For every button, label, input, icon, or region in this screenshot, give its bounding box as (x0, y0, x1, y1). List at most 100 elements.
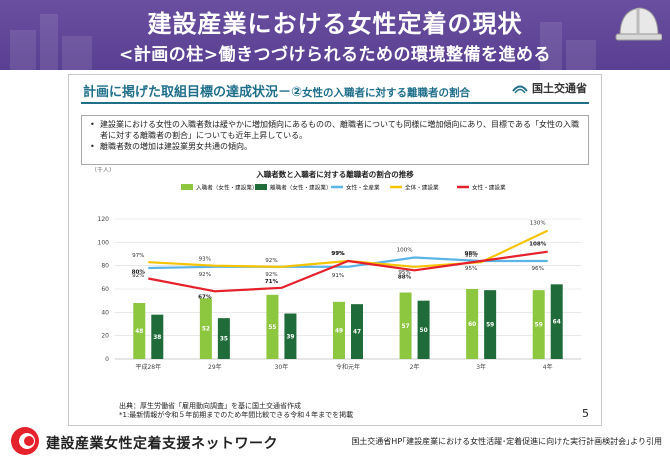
building-silhouette (540, 22, 562, 70)
line-value-label: 80% (132, 270, 146, 276)
y-tick-label: 40 (101, 309, 109, 316)
line-value-label: 71% (265, 279, 279, 285)
x-tick-label: 30年 (275, 363, 289, 371)
page-number: 5 (582, 407, 589, 420)
line-value-label: 67% (198, 294, 212, 300)
line-value-label: 108% (529, 242, 547, 248)
line-value-label: 92% (265, 258, 277, 264)
bar-value-label: 50 (420, 328, 428, 334)
bar (133, 303, 146, 359)
bar (417, 300, 430, 359)
summary-bullet: 建設業における女性の入職者数は緩やかに増加傾向にあるものの、離職者についても同様… (90, 119, 580, 141)
y-tick-label: 80 (101, 263, 109, 270)
bar (284, 313, 297, 359)
slide-title: 計画に掲げた取組目標の達成状況－②女性の入職者に対する離職者の割合 (83, 81, 470, 100)
legend-label: 離職者（女性・建設業） (270, 183, 332, 191)
bar-value-label: 38 (153, 335, 161, 341)
bar (466, 289, 479, 359)
bar (351, 304, 363, 359)
slide-title-sub: 女性の入職者に対する離職者の割合 (302, 87, 471, 99)
bar (217, 318, 230, 359)
building-silhouette (10, 30, 36, 70)
y-tick-label: 120 (98, 216, 110, 223)
legend-swatch (181, 184, 193, 190)
network-name: 建設産業女性定着支援ネットワーク (46, 436, 278, 452)
y-tick-label: 20 (101, 333, 109, 340)
helmet-icon (615, 7, 662, 41)
building-silhouette (40, 14, 58, 70)
line-value-label: 130% (530, 221, 546, 227)
line-value-label: 92% (265, 272, 277, 278)
building-silhouette (566, 40, 596, 70)
title-divider (81, 102, 589, 104)
bar-value-label: 39 (286, 334, 294, 340)
ministry-name: 国土交通省 (532, 82, 587, 95)
ratio-chart: 入職者数と入職者に対する離職者の割合の推移 （千人） 入職者（女性・建設業） 離職者（… (91, 167, 581, 371)
y-unit-label: （千人） (91, 167, 115, 174)
bar (484, 290, 497, 359)
banner-subtitle: <計画の柱>働きつづけられるための環境整備を進める (119, 45, 551, 65)
line-value-label: 98% (465, 253, 477, 259)
bar-value-label: 57 (402, 324, 410, 330)
bar-value-label: 60 (468, 322, 476, 328)
footnote-line: *1:最新情報が令和５年前期までのため年間比較できる令和４年までを掲載 (119, 411, 354, 419)
x-tick-label: 4年 (543, 363, 553, 371)
legend-label: 全体・建設業 (405, 183, 439, 191)
slide-title-main: 計画に掲げた取組目標の達成状況－② (83, 85, 303, 100)
y-tick-label: 60 (101, 286, 109, 293)
bar-value-label: 55 (268, 325, 276, 331)
slide-card: 計画に掲げた取組目標の達成状況－②女性の入職者に対する離職者の割合 国土交通省 … (68, 74, 602, 426)
source-note: 出典：厚生労働省「雇用動向調査」を基に国土交通省作成 *1:最新情報が令和５年前… (119, 402, 353, 420)
y-tick-label: 100 (98, 239, 110, 246)
ministry-label: 国土交通省 (512, 80, 587, 96)
building-silhouette (62, 36, 92, 70)
bar-value-label: 59 (535, 323, 543, 329)
bar-value-label: 49 (335, 328, 343, 334)
x-tick-label: 29年 (208, 363, 222, 371)
legend-label: 入職者（女性・建設業） (196, 183, 258, 191)
line-value-label: 98% (464, 251, 478, 257)
line-value-label: 95% (398, 270, 410, 276)
bar-value-label: 47 (353, 330, 361, 336)
x-tick-label: 令和元年 (336, 363, 360, 371)
bar (266, 294, 279, 359)
source-line: 出典：厚生労働省「雇用動向調査」を基に国土交通省作成 (119, 402, 301, 410)
bar (151, 314, 164, 359)
line-value-label: 97% (132, 253, 144, 259)
line-value-label: 93% (199, 257, 211, 263)
line-value-label: 92% (132, 273, 144, 279)
y-tick-label: 0 (105, 356, 109, 363)
footer-citation: 国土交通省HP｢建設産業における女性活躍･定着促進に向けた実行計画検討会｣より引… (351, 437, 662, 446)
line-value-label: 96% (531, 266, 543, 272)
series-line (148, 250, 548, 293)
bar (550, 284, 563, 359)
summary-box: 建設業における女性の入職者数は緩やかに増加傾向にあるものの、離職者についても同様… (81, 115, 589, 165)
line-value-label: 99% (331, 251, 345, 257)
bar (199, 298, 212, 359)
x-tick-label: 2年 (410, 363, 420, 371)
legend-label: 女性・建設業 (472, 183, 506, 191)
bar-value-label: 35 (220, 337, 228, 343)
legend-label: 女性・全産業 (346, 183, 380, 191)
line-value-label: 95% (465, 266, 477, 272)
chart-title: 入職者数と入職者に対する離職者の割合の推移 (255, 169, 414, 179)
ministry-logo-icon (512, 85, 528, 94)
bar-value-label: 48 (135, 329, 143, 335)
bar (333, 301, 345, 359)
bar (399, 292, 412, 359)
bar-value-label: 59 (486, 323, 494, 329)
line-value-label: 97% (332, 251, 344, 257)
bar-value-label: 64 (553, 320, 561, 326)
network-logo-icon (11, 427, 39, 455)
line-value-label: 100% (397, 248, 413, 254)
banner-title: 建設産業における女性定着の現状 (147, 10, 523, 38)
x-tick-label: 3年 (476, 363, 486, 371)
summary-bullet: 離職者数の増加は建設業男女共通の傾向。 (90, 141, 580, 152)
legend-swatch (255, 184, 267, 190)
line-value-label: 92% (199, 272, 211, 278)
bar-value-label: 52 (202, 327, 210, 333)
bar (532, 290, 545, 359)
line-value-label: 88% (398, 274, 412, 280)
header-banner: 建設産業における女性定着の現状 <計画の柱>働きつづけられるための環境整備を進め… (0, 0, 670, 70)
x-tick-label: 平成28年 (135, 363, 161, 371)
